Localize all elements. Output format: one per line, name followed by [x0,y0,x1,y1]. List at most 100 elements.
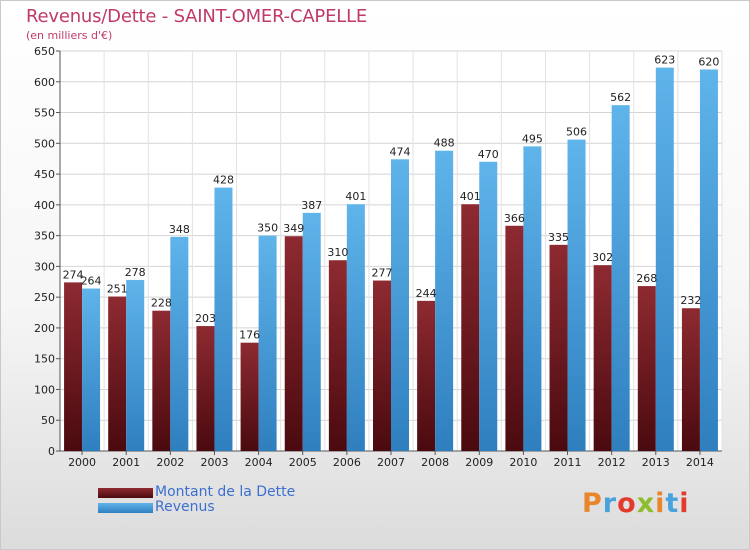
bar-revenus [435,150,454,451]
legend-item-revenus: Revenus [98,500,295,515]
y-tick-label: 550 [34,107,55,120]
logo-letter: x [636,488,656,519]
value-label-revenus: 278 [125,266,146,279]
bar-revenus [567,139,586,451]
value-label-revenus: 474 [390,145,411,158]
value-label-dette: 274 [63,268,84,281]
value-label-dette: 203 [195,312,216,325]
bar-revenus [391,159,409,452]
value-label-revenus: 495 [522,132,543,145]
legend-item-dette: Montant de la Dette [98,485,295,500]
value-label-revenus: 350 [257,222,278,235]
bar-revenus [655,67,674,451]
y-tick-label: 500 [34,137,55,150]
bars [64,67,718,452]
bar-dette [505,225,524,451]
value-label-revenus: 562 [610,91,631,104]
value-label-dette: 277 [372,267,393,280]
bar-dette [593,265,612,451]
y-tick-label: 100 [34,383,55,396]
y-tick-label: 450 [34,168,55,181]
value-label-dette: 244 [416,287,437,300]
logo-letter: i [679,488,690,519]
bar-dette [328,260,347,451]
value-label-revenus: 506 [566,126,587,139]
x-tick-label: 2001 [112,456,140,469]
bar-revenus [258,235,277,451]
legend-swatch-revenus [98,502,153,513]
bar-revenus [346,204,365,451]
value-label-revenus: 387 [301,199,322,212]
x-tick-label: 2006 [333,456,361,469]
value-label-revenus: 620 [698,55,719,68]
value-label-dette: 228 [151,297,172,310]
value-label-dette: 176 [239,329,260,342]
chart-title: Revenus/Dette - SAINT-OMER-CAPELLE [26,6,368,27]
y-tick-label: 400 [34,199,55,212]
legend-label-revenus: Revenus [155,499,215,515]
value-label-dette: 366 [504,212,525,225]
x-tick-label: 2013 [642,456,670,469]
value-label-dette: 302 [592,251,613,264]
bar-dette [637,286,656,451]
bar-dette [461,204,480,451]
bar-revenus [126,279,145,451]
bar-dette [152,310,171,451]
y-tick-label: 600 [34,76,55,89]
value-label-revenus: 488 [434,137,455,150]
value-label-dette: 349 [283,222,304,235]
legend: Montant de la Dette Revenus [98,485,295,515]
x-tick-label: 2004 [245,456,273,469]
x-tick-label: 2012 [598,456,626,469]
bar-dette [549,244,568,451]
bar-revenus [699,69,718,451]
x-tick-label: 2014 [686,456,714,469]
value-label-revenus: 264 [81,275,102,288]
bar-revenus [82,288,101,451]
legend-label-dette: Montant de la Dette [155,484,296,500]
x-tick-label: 2008 [421,456,449,469]
x-tick-label: 2007 [377,456,405,469]
y-tick-label: 300 [34,260,55,273]
bar-revenus [523,146,542,451]
bar-dette [108,296,127,451]
value-label-revenus: 623 [654,54,675,67]
logo-letter: r [602,488,618,519]
value-label-dette: 335 [548,231,569,244]
x-tick-label: 2002 [156,456,184,469]
y-tick-label: 50 [41,414,55,427]
bar-dette [284,236,303,451]
value-label-dette: 251 [107,283,128,296]
x-tick-label: 2009 [465,456,493,469]
value-label-dette: 268 [636,272,657,285]
bar-dette [373,280,391,451]
y-tick-label: 200 [34,322,55,335]
bar-dette [240,342,259,451]
y-tick-label: 350 [34,230,55,243]
bar-revenus [479,161,498,451]
y-tick-label: 150 [34,353,55,366]
x-tick-label: 2010 [509,456,537,469]
x-tick-label: 2011 [554,456,582,469]
chart-subtitle: (en milliers d'€) [26,29,113,42]
x-tick-label: 2000 [68,456,96,469]
bar-dette [417,300,436,451]
bar-dette [64,282,83,451]
legend-swatch-dette [98,487,153,498]
logo-letter: o [617,488,637,519]
bar-revenus [170,236,189,451]
x-tick-label: 2005 [289,456,317,469]
bar-dette [681,308,700,451]
x-tick-label: 2003 [200,456,228,469]
logo-letter: t [665,488,680,519]
logo-letter: P [582,488,603,519]
y-tick-label: 250 [34,291,55,304]
value-label-dette: 232 [680,294,701,307]
value-label-revenus: 401 [345,190,366,203]
bar-revenus [611,105,630,452]
proxiti-logo: Proxiti [582,488,690,519]
value-label-revenus: 428 [213,174,234,187]
value-label-revenus: 470 [478,148,499,161]
logo-letter: i [655,488,666,519]
